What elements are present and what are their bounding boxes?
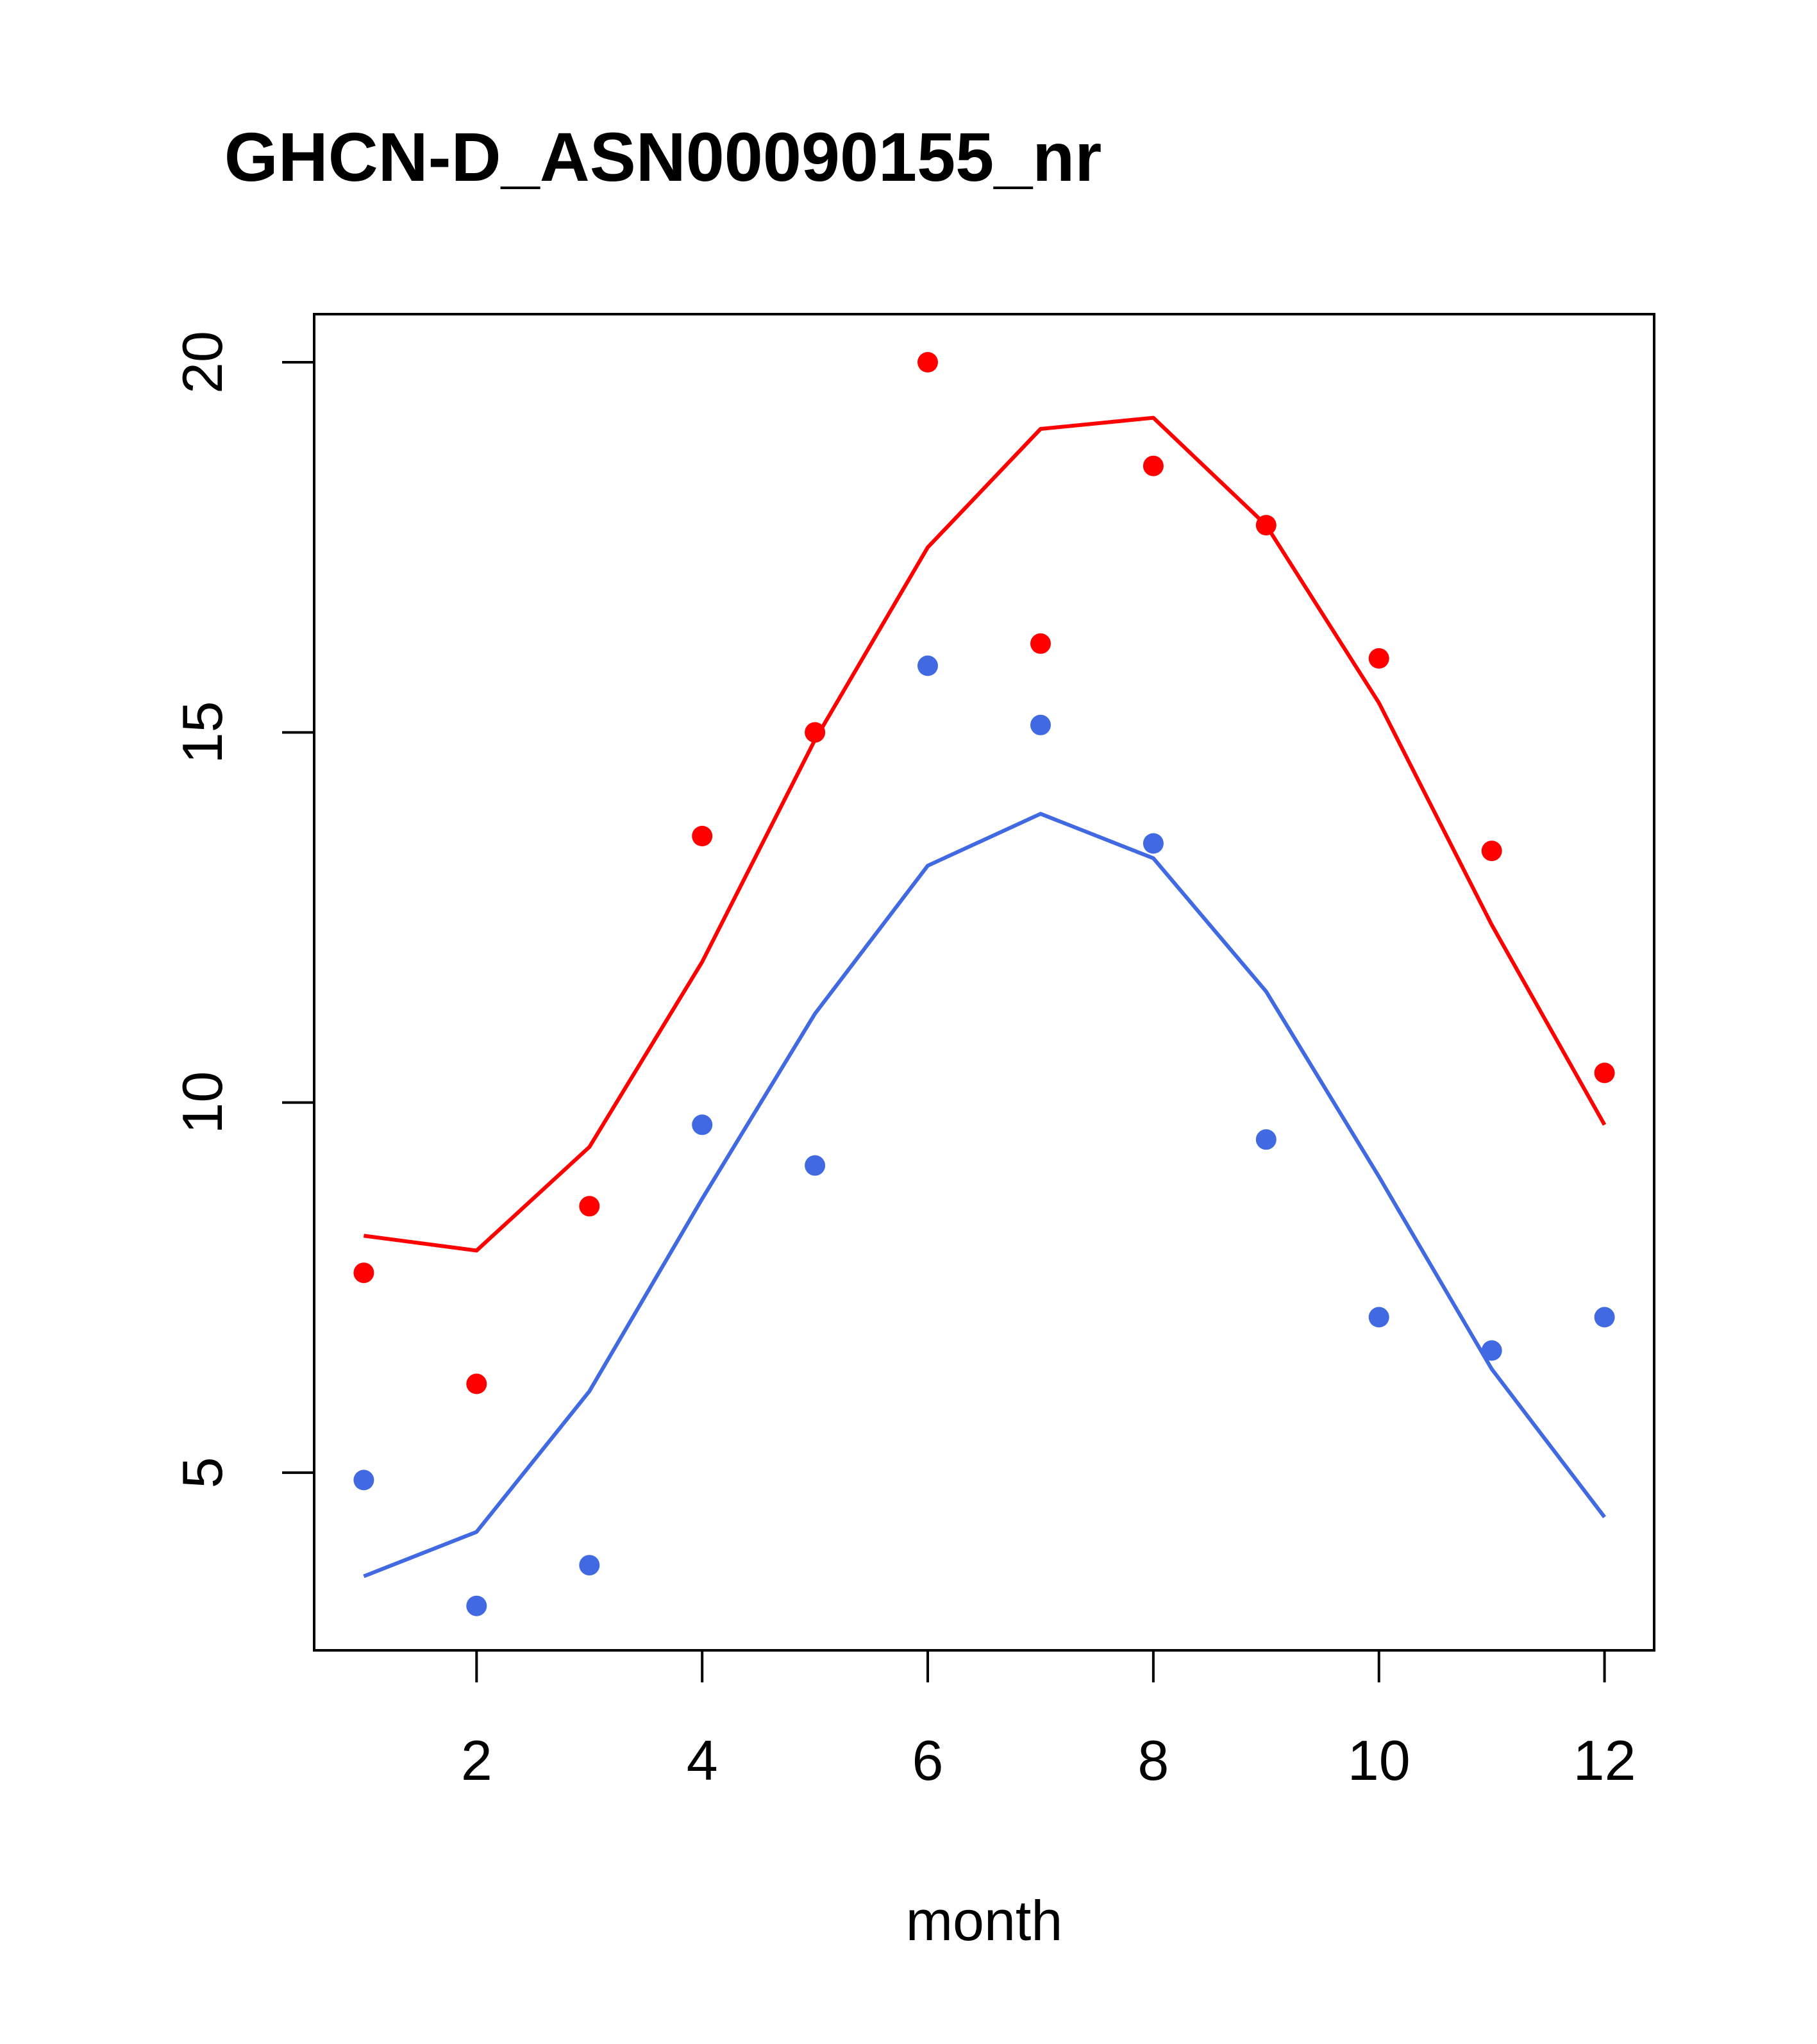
series-1-point xyxy=(692,826,713,846)
series-3-point xyxy=(1030,714,1051,735)
series-1-point xyxy=(1030,633,1051,654)
series-3-point xyxy=(917,655,938,676)
series-1-point xyxy=(353,1262,374,1284)
y-axis: 5 10 15 20 xyxy=(171,331,315,1488)
series-1-point xyxy=(1143,455,1164,476)
series-layer xyxy=(353,352,1615,1616)
y-tick-label: 5 xyxy=(171,1457,234,1488)
series-3-point xyxy=(353,1470,374,1491)
series-1-point xyxy=(805,722,826,743)
x-tick-label: 10 xyxy=(1348,1729,1411,1792)
series-0-line xyxy=(364,415,1607,1253)
x-axis: 2 4 6 8 10 12 xyxy=(461,1649,1636,1792)
series-1-point xyxy=(1481,841,1502,862)
y-tick-label: 10 xyxy=(171,1071,234,1134)
y-tick-label: 15 xyxy=(171,701,234,764)
series-3-point xyxy=(1143,833,1164,854)
series-3-point xyxy=(1255,1129,1277,1150)
plot-frame xyxy=(313,313,1655,1652)
series-1-point xyxy=(917,352,938,373)
series-3-point xyxy=(692,1114,713,1135)
x-tick-label: 8 xyxy=(1137,1729,1169,1792)
y-tick-label: 20 xyxy=(171,331,234,394)
series-3-point xyxy=(1368,1307,1389,1328)
x-tick-label: 6 xyxy=(912,1729,944,1792)
series-1-point xyxy=(1368,648,1389,669)
x-axis-label: month xyxy=(906,1889,1063,1952)
series-3-point xyxy=(1594,1307,1615,1328)
series-1-point xyxy=(579,1196,600,1217)
x-tick-label: 12 xyxy=(1573,1729,1636,1792)
series-1-point xyxy=(1255,515,1277,536)
series-3-point xyxy=(1481,1340,1502,1361)
series-1-point xyxy=(466,1373,487,1395)
chart-title: GHCN-D_ASN00090155_nr xyxy=(224,118,1102,196)
series-2-line xyxy=(363,812,1606,1579)
series-3-point xyxy=(579,1555,600,1576)
x-tick-label: 2 xyxy=(461,1729,492,1792)
x-tick-label: 4 xyxy=(687,1729,718,1792)
series-3-point xyxy=(466,1595,487,1616)
series-1-point xyxy=(1594,1062,1615,1084)
series-3-point xyxy=(805,1155,826,1176)
